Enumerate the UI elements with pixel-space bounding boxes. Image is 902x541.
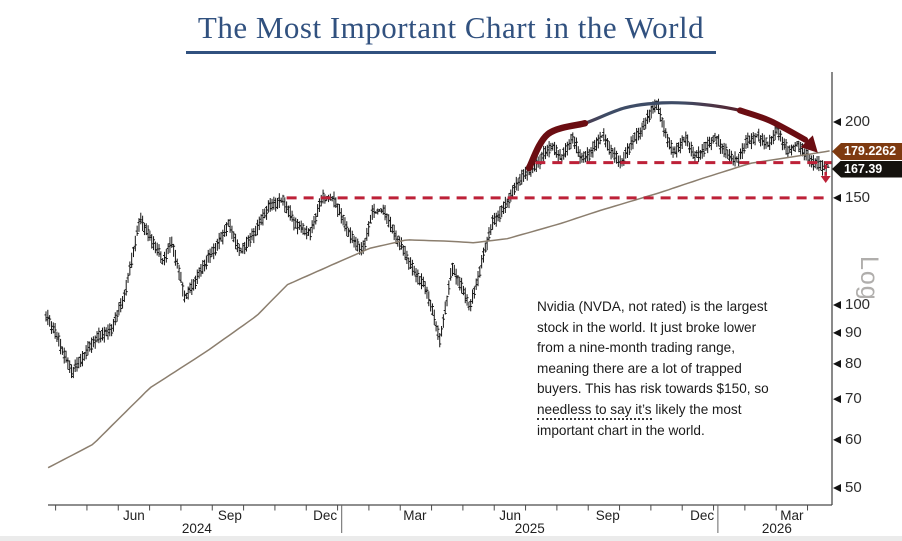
annotation-line: from a nine-month trading range, xyxy=(537,338,769,359)
month-label: Sep xyxy=(217,508,242,523)
annotation-line: meaning there are a lot of trapped xyxy=(537,359,769,380)
last-price-flag: 167.39 xyxy=(832,160,902,178)
month-label: Mar xyxy=(403,508,427,523)
annotation-segment: Nvidia (NVDA, not rated) is the largest xyxy=(537,299,768,314)
y-tick-label: 100 xyxy=(845,296,871,313)
y-tick-label: 90 xyxy=(845,323,862,341)
y-tick-label: 150 xyxy=(845,188,871,206)
y-tick-label: 80 xyxy=(845,354,862,372)
year-label: 2026 xyxy=(761,521,792,536)
page-title: The Most Important Chart in the World xyxy=(185,10,717,54)
year-label: 2025 xyxy=(514,521,545,536)
annotation-segment: buyers. This has risk towards $150, so xyxy=(537,381,769,397)
bottom-edge-strip xyxy=(0,536,902,541)
month-label: Dec xyxy=(313,508,338,523)
y-tick-label: 200 xyxy=(845,112,871,130)
annotation-segment: important chart in the world. xyxy=(537,422,705,438)
y-tick-label: 50 xyxy=(845,479,862,497)
annotation-line: important chart in the world. xyxy=(537,421,769,442)
annotation-segment: meaning there are a lot of trapped xyxy=(537,360,742,376)
year-label: 2024 xyxy=(181,521,212,536)
annotation-segment: from a nine-month trading range, xyxy=(537,340,735,356)
log-scale-label: Log xyxy=(855,256,883,301)
annotation-segment: likely the most xyxy=(651,401,742,417)
ma-value-flag: 179.2262 xyxy=(832,143,902,160)
annotation-line: Nvidia (NVDA, not rated) is the largest xyxy=(537,297,769,318)
title-wrap: The Most Important Chart in the World xyxy=(0,10,902,54)
month-label: Sep xyxy=(595,508,620,523)
y-tick-label: 60 xyxy=(845,430,862,448)
month-label: Dec xyxy=(690,508,715,523)
annotation-text: Nvidia (NVDA, not rated) is the largest s… xyxy=(537,297,769,441)
month-label: Jun xyxy=(499,508,521,523)
month-label: Mar xyxy=(780,508,804,523)
underlined-phrase: needless to say it’s xyxy=(537,401,652,420)
month-label: Jun xyxy=(123,508,145,523)
y-tick-label: 70 xyxy=(845,390,862,408)
annotation-line: needless to say it’s likely the most xyxy=(537,400,769,421)
annotation-line: stock in the world. It just broke lower xyxy=(537,318,769,339)
annotation-line: buyers. This has risk towards $150, so xyxy=(537,379,769,400)
annotation-segment: stock in the world. It just broke lower xyxy=(537,319,757,335)
